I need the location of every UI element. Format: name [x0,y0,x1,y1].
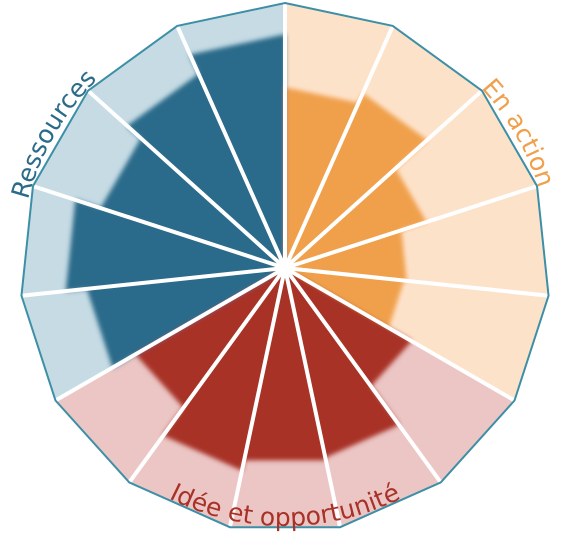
spoke [283,267,343,528]
spoke [21,266,286,298]
spoke [127,266,287,484]
value-wedges [65,34,428,471]
spoke [284,184,538,270]
spokes [20,1,550,529]
spoke [283,266,443,484]
spoke [32,184,286,270]
spoke [86,89,287,270]
spoke [227,267,287,528]
spoke [284,266,549,298]
outline [20,1,550,529]
spoke [175,25,287,269]
spoke [54,266,287,403]
spoke [283,266,516,403]
spoke [283,89,484,270]
spoke [283,25,395,269]
